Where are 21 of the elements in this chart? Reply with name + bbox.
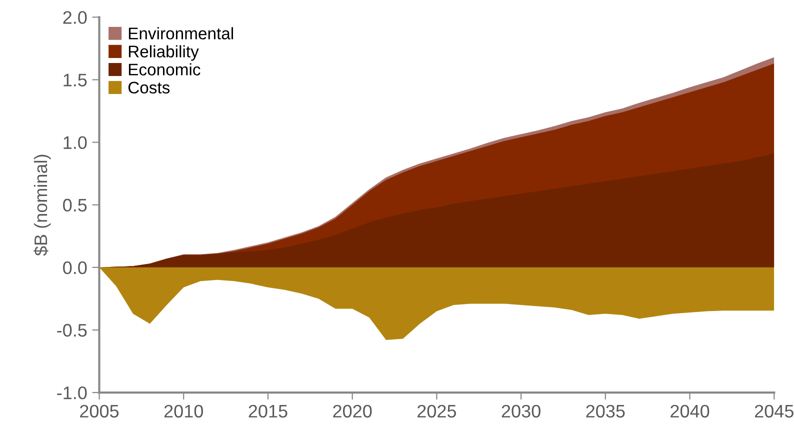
x-tick-label: 2025: [418, 404, 456, 418]
x-tick-label: 2035: [586, 404, 625, 418]
x-tick-label: 2005: [80, 404, 119, 418]
x-tick-label: 2030: [502, 404, 540, 418]
legend-label: Reliability: [128, 45, 199, 61]
y-tick-label: 0.0: [63, 261, 87, 274]
y-tick-label: 2.0: [63, 11, 87, 24]
x-tick-label: 2010: [164, 404, 203, 418]
y-tick-label: 0.5: [63, 198, 87, 212]
legend-label: Costs: [128, 82, 170, 94]
y-tick-label: -1.0: [57, 386, 87, 400]
x-tick-label: 2015: [248, 404, 288, 418]
legend-label: Environmental: [128, 27, 234, 40]
y-tick-label: -0.5: [57, 324, 87, 337]
x-tick-label: 2020: [333, 404, 372, 418]
y-axis-title: $B (nominal): [34, 154, 51, 256]
y-tick-label: 1.0: [64, 136, 87, 150]
y-tick-label: 1.5: [64, 74, 87, 86]
legend-label: Economic: [128, 63, 200, 76]
x-tick-label: 2040: [670, 404, 710, 418]
x-tick-label: 2045: [754, 404, 794, 418]
